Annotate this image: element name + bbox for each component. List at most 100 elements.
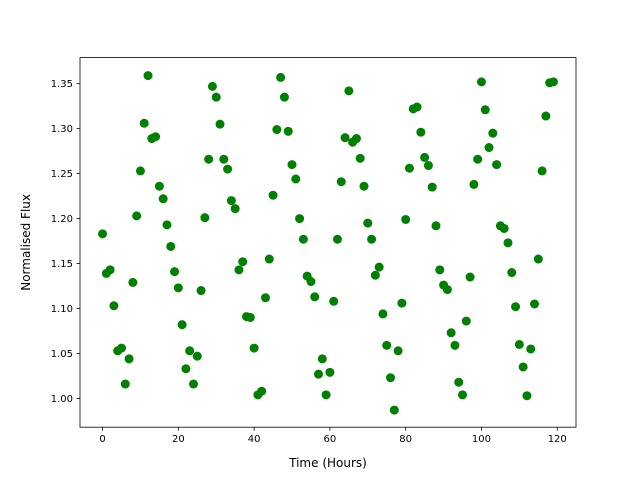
point [132, 211, 142, 221]
x-tick-label: 120 [548, 434, 567, 445]
point [427, 182, 437, 192]
point [363, 218, 373, 228]
point [151, 132, 161, 142]
point [499, 223, 509, 233]
point [397, 298, 407, 308]
point [298, 234, 308, 244]
point [359, 181, 369, 191]
x-tick-label: 80 [399, 434, 412, 445]
point [488, 128, 498, 138]
point [188, 379, 198, 389]
point [492, 160, 502, 170]
point [314, 369, 324, 379]
point [473, 154, 483, 164]
point [135, 166, 145, 176]
point [162, 220, 172, 230]
point [181, 364, 191, 374]
point [503, 238, 513, 248]
point [374, 262, 384, 272]
point [393, 346, 403, 356]
point [412, 102, 422, 112]
point [116, 343, 126, 353]
axes-frame [79, 57, 577, 428]
y-axis-label: Normalised Flux [19, 194, 33, 291]
point [530, 299, 540, 309]
x-axis-label: Time (Hours) [288, 456, 367, 470]
point [484, 143, 494, 153]
y-tick-label: 1.35 [51, 79, 73, 90]
y-tick-label: 1.00 [51, 394, 73, 405]
y-tick-label: 1.15 [51, 259, 73, 270]
y-tick-label: 1.10 [51, 304, 73, 315]
x-tick-label: 40 [248, 434, 261, 445]
point [480, 105, 490, 115]
y-tick-label: 1.30 [51, 124, 73, 135]
point [154, 181, 164, 191]
point [336, 177, 346, 187]
point [192, 351, 202, 361]
point [533, 254, 543, 264]
point [355, 153, 365, 163]
point [344, 86, 354, 96]
point [124, 354, 134, 364]
point [238, 257, 248, 267]
point [207, 81, 217, 91]
point [177, 320, 187, 330]
point [518, 362, 528, 372]
point [465, 272, 475, 282]
point [306, 277, 316, 287]
point [370, 270, 380, 280]
point [249, 343, 259, 353]
point [514, 339, 524, 349]
y-tick-label: 1.05 [51, 349, 73, 360]
point [109, 301, 119, 311]
point [166, 241, 176, 251]
point [264, 254, 274, 264]
point [287, 160, 297, 170]
point [431, 221, 441, 231]
point [276, 72, 286, 82]
point [223, 164, 233, 174]
point [367, 234, 377, 244]
point [386, 373, 396, 383]
point [158, 194, 168, 204]
point [325, 367, 335, 377]
point [321, 390, 331, 400]
point [215, 119, 225, 129]
point [378, 309, 388, 319]
point [283, 126, 293, 136]
point [423, 161, 433, 171]
point [143, 71, 153, 81]
point [105, 265, 115, 275]
point [382, 340, 392, 350]
point [511, 302, 521, 312]
y-tick-label: 1.20 [51, 214, 73, 225]
point [310, 292, 320, 302]
y-tick-label: 1.25 [51, 169, 73, 180]
point [454, 377, 464, 387]
point [446, 328, 456, 338]
point [211, 92, 221, 102]
point [196, 286, 206, 296]
point [260, 293, 270, 303]
point [268, 190, 278, 200]
point [230, 204, 240, 214]
point [226, 196, 236, 206]
point [461, 316, 471, 326]
point [291, 174, 301, 184]
point [404, 163, 414, 173]
point [476, 77, 486, 87]
x-tick-label: 20 [172, 434, 185, 445]
point [173, 283, 183, 293]
point [272, 125, 282, 135]
point [329, 296, 339, 306]
point [295, 214, 305, 224]
point [170, 267, 180, 277]
point [507, 268, 517, 278]
point [351, 134, 361, 144]
point [120, 379, 130, 389]
point [204, 154, 214, 164]
point [245, 312, 255, 322]
point [458, 390, 468, 400]
point [234, 265, 244, 275]
